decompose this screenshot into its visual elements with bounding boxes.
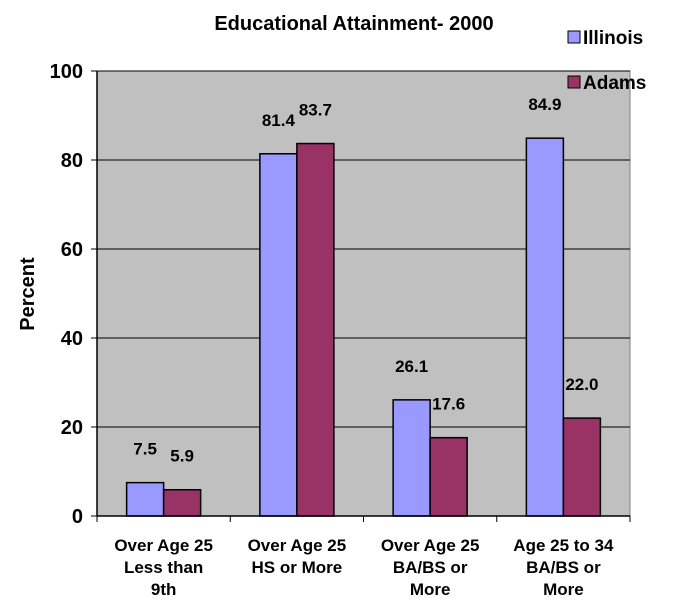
y-axis: 0 20 40 60 80 100 [50,61,98,528]
legend-label: Illinois [583,28,643,49]
data-label: 81.4 [262,111,296,130]
y-tick-label: 100 [50,61,83,83]
legend-swatch [567,75,581,89]
x-tick-label: Over Age 25 Less than 9th [114,536,213,599]
x-tick-label: Over Age 25 HS or More [248,536,347,577]
y-tick-label: 40 [61,328,83,350]
chart-title: Educational Attainment- 2000 [214,13,493,35]
y-tick-label: 80 [61,150,83,172]
x-axis: Over Age 25 Less than 9th Over Age 25 HS or … [96,515,631,599]
y-tick-label: 20 [61,417,83,439]
y-tick-label: 60 [61,239,83,261]
x-tick-label: Age 25 to 34 BA/BS or More [513,536,614,599]
data-label: 17.6 [432,395,465,414]
data-label: 83.7 [299,101,332,120]
legend-label: Adams [583,73,646,94]
bars: 7.5 5.9 81.483.7 26.117.6 84.9 22.0 [125,95,602,517]
bar-adams [296,142,335,517]
bar-illinois [392,399,431,517]
y-axis-label: Percent [17,257,39,331]
bar-adams [562,417,602,517]
y-tick-label: 0 [72,506,83,528]
data-label: 7.5 [133,440,157,459]
bar-adams [162,488,202,517]
legend: Illinois Adams [567,28,646,94]
data-label: 22.0 [565,375,598,394]
data-label: 84.9 [528,95,561,114]
data-label: 26.1 [395,357,428,376]
x-tick-label: Over Age 25 BA/BS or More [381,536,480,599]
bar-illinois [125,481,165,517]
bar-adams [429,436,468,517]
bar-illinois [259,153,298,517]
legend-swatch [567,30,581,44]
bar-illinois [525,137,565,517]
data-label: 5.9 [170,447,194,466]
